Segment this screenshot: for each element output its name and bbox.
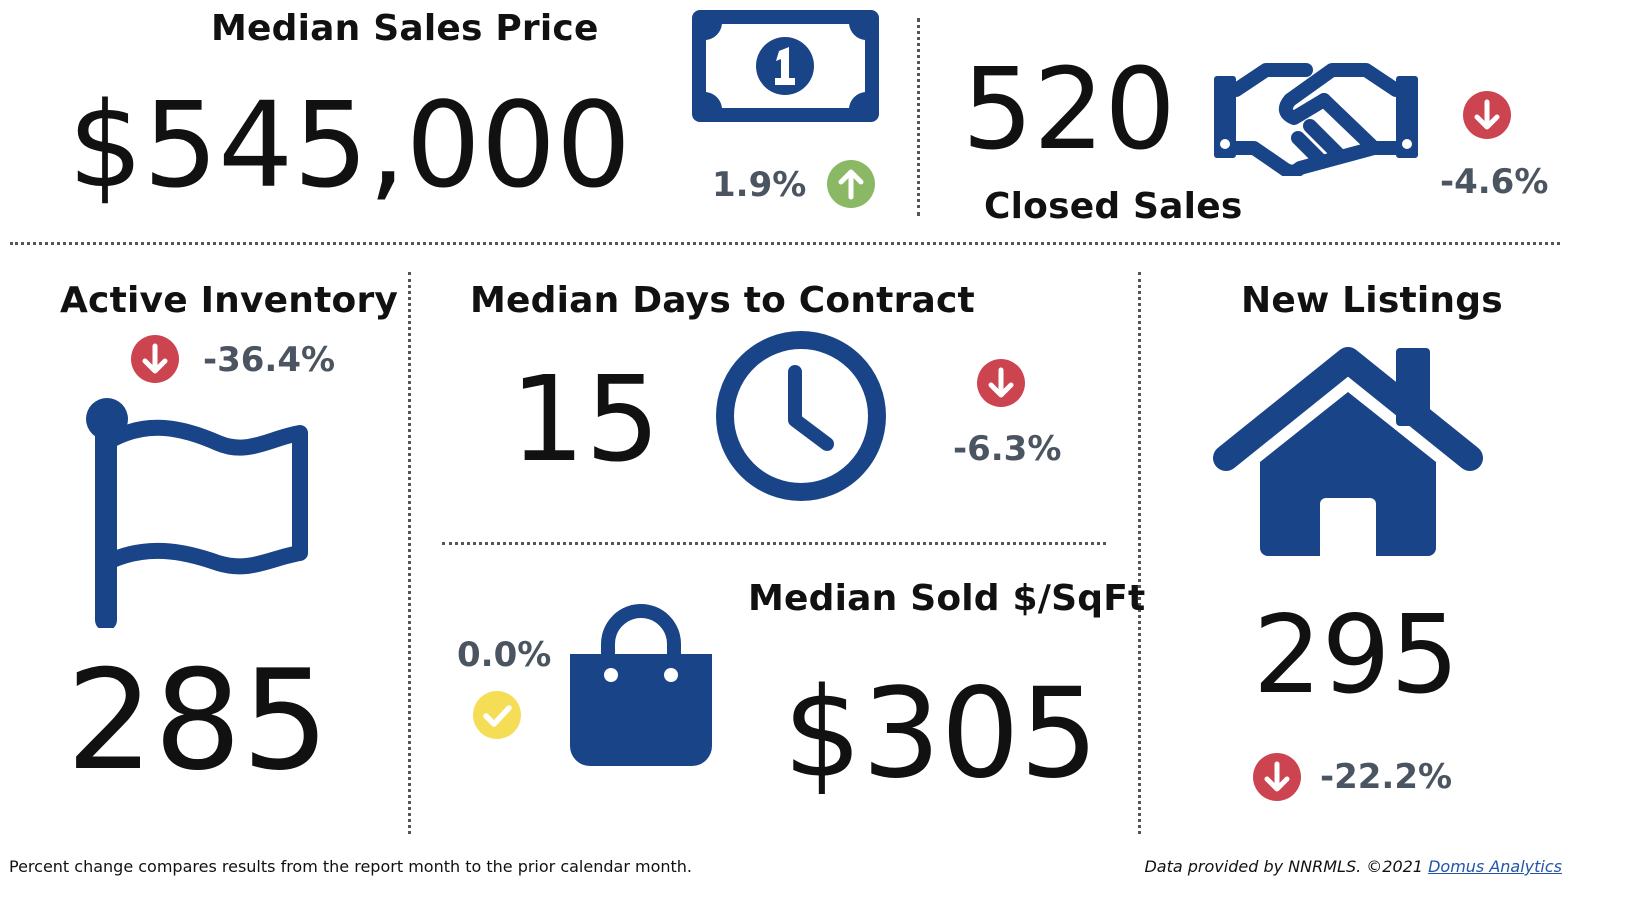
trend-up-icon <box>826 159 876 209</box>
trend-down-icon <box>1252 752 1302 802</box>
new-listings-title: New Listings <box>1241 280 1503 321</box>
domus-analytics-link[interactable]: Domus Analytics <box>1428 857 1562 876</box>
median-sales-price-title: Median Sales Price <box>211 8 599 49</box>
footer-credit: Data provided by NNRMLS. ©2021 Domus Ana… <box>1144 857 1562 876</box>
median-days-to-contract-value: 15 <box>510 350 661 488</box>
median-sold-per-sqft-title: Median Sold $/SqFt <box>748 578 1146 619</box>
footer-note: Percent change compares results from the… <box>9 857 692 876</box>
median-sales-price-change: 1.9% <box>712 165 807 205</box>
median-sold-per-sqft-value: $305 <box>783 662 1099 806</box>
trend-down-icon <box>976 358 1026 408</box>
dollar-bill-icon <box>692 10 879 122</box>
shopping-bag-icon <box>570 604 712 766</box>
active-inventory-title: Active Inventory <box>60 280 399 321</box>
footer-credit-text: Data provided by NNRMLS. ©2021 <box>1144 857 1423 876</box>
median-days-to-contract-title: Median Days to Contract <box>470 280 975 321</box>
closed-sales-title: Closed Sales <box>984 186 1243 227</box>
trend-down-icon <box>1462 90 1512 140</box>
clock-icon <box>715 330 887 502</box>
closed-sales-value: 520 <box>962 45 1176 175</box>
trend-down-icon <box>130 334 180 384</box>
house-icon <box>1212 346 1484 558</box>
horizontal-divider-middle <box>442 542 1106 545</box>
horizontal-divider-main <box>10 242 1560 245</box>
closed-sales-change: -4.6% <box>1440 162 1549 202</box>
active-inventory-value: 285 <box>66 640 330 801</box>
median-sales-price-value: $545,000 <box>68 76 632 214</box>
flag-icon <box>84 398 316 628</box>
vertical-divider-right <box>1138 272 1141 834</box>
new-listings-value: 295 <box>1253 593 1460 718</box>
median-days-to-contract-change: -6.3% <box>953 429 1062 469</box>
new-listings-change: -22.2% <box>1320 757 1453 797</box>
active-inventory-change: -36.4% <box>203 340 336 380</box>
check-neutral-icon <box>472 690 522 740</box>
handshake-icon <box>1214 56 1418 176</box>
median-sold-per-sqft-change: 0.0% <box>457 635 552 675</box>
vertical-divider-top <box>917 18 920 216</box>
vertical-divider-left <box>408 272 411 834</box>
